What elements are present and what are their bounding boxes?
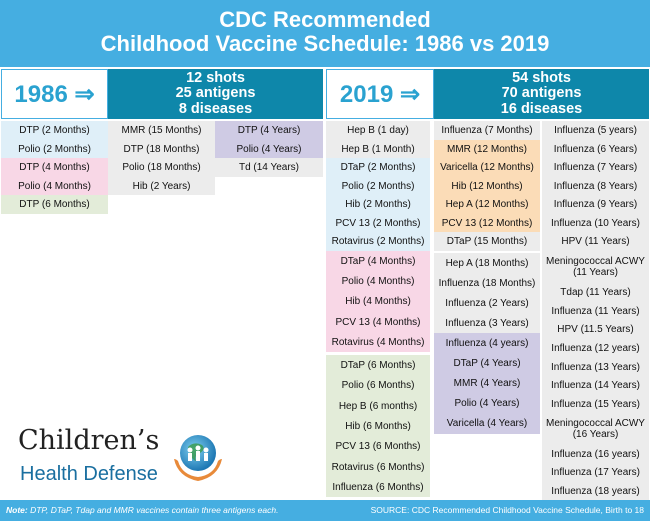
vaccine-cell: Tdap (11 Years) [542,283,649,302]
shots-1986: 12 shots [186,69,245,86]
vaccine-cell: Hep B (6 months) [326,396,430,416]
vaccine-cell: Influenza (4 years) [434,333,540,353]
note-text: DTP, DTaP, Tdap and MMR vaccines contain… [27,505,279,515]
vaccine-cell: Rotavirus (4 Months) [326,332,430,352]
vaccine-cell: Influenza (11 Years) [542,302,649,320]
title-line-2: Childhood Vaccine Schedule: 1986 vs 2019 [100,31,550,56]
stats-1986: 12 shots 25 antigens 8 diseases [108,69,323,119]
vaccine-cell: Influenza (3 Years) [434,313,540,333]
vaccine-cell: Meningococcal ACWY (16 Years) [542,413,649,445]
vaccine-cell: PCV 13 (6 Months) [326,436,430,457]
vaccine-cell: Influenza (17 Years) [542,463,649,482]
vaccine-cell: Hep B (1 day) [326,121,430,140]
vaccine-cell: Influenza (7 Months) [434,121,540,140]
footer-source: SOURCE: CDC Recommended Childhood Vaccin… [370,505,644,515]
antigens-1986: 25 antigens [175,85,256,102]
vaccine-cell: Hep A (12 Months) [434,195,540,214]
vaccine-cell: Polio (6 Months) [326,375,430,396]
vaccine-cell: Influenza (7 Years) [542,158,649,177]
vaccine-cell: Polio (2 Months) [326,177,430,195]
vaccine-cell: DTP (2 Months) [1,121,108,140]
vaccine-cell: Influenza (16 years) [542,445,649,463]
vaccine-cell: Influenza (5 years) [542,121,649,140]
footer-note: Note: DTP, DTaP, Tdap and MMR vaccines c… [6,500,278,521]
vaccine-cell: Influenza (18 Months) [434,273,540,293]
year-2019-label: 2019 ⇒ [326,69,434,119]
vaccine-cell: Hib (4 Months) [326,291,430,312]
logo: Children’s Health Defense [18,425,318,495]
globe-hands-icon [174,435,222,481]
vaccine-cell: Hep A (18 Months) [434,253,540,273]
logo-line-2: Health Defense [20,463,158,485]
vaccine-cell: Influenza (14 Years) [542,376,649,395]
vaccine-cell: Hib (2 Months) [326,195,430,214]
title-banner: CDC Recommended Childhood Vaccine Schedu… [0,0,650,67]
vaccine-cell: Polio (18 Months) [108,158,215,177]
vaccine-cell: DTaP (6 Months) [326,355,430,375]
vaccine-cell: Influenza (2 Years) [434,293,540,313]
vaccine-cell: Hib (2 Years) [108,177,215,195]
vaccine-cell: Polio (2 Months) [1,140,108,158]
vaccine-cell: MMR (15 Months) [108,121,215,140]
vaccine-cell: Influenza (6 Years) [542,140,649,158]
logo-line-1: Children’s [18,425,160,456]
vaccine-cell: Hep B (1 Month) [326,140,430,158]
vaccine-cell: DTaP (15 Months) [434,232,540,251]
vaccine-cell: Polio (4 Months) [1,177,108,195]
vaccine-cell: Varicella (4 Years) [434,413,540,434]
vaccine-cell: Influenza (13 Years) [542,358,649,376]
vaccine-cell: Polio (4 Years) [215,140,323,158]
vaccine-cell: HPV (11.5 Years) [542,320,649,339]
vaccine-cell: Td (14 Years) [215,158,323,177]
diseases-1986: 8 diseases [178,100,253,117]
vaccine-cell-line: (16 Years) [572,429,619,440]
vaccine-cell: DTP (18 Months) [108,140,215,158]
vaccine-cell: Rotavirus (6 Months) [326,457,430,477]
vaccine-cell: Influenza (8 Years) [542,177,649,195]
vaccine-cell: Hib (12 Months) [434,177,540,195]
antigens-2019: 70 antigens [501,85,582,102]
note-label: Note: [6,505,28,515]
vaccine-cell: Polio (4 Years) [434,393,540,413]
year-1986-label: 1986 ⇒ [1,69,108,119]
vaccine-cell: DTP (6 Months) [1,195,108,214]
vaccine-cell: Influenza (6 Months) [326,477,430,497]
vaccine-cell: DTP (4 Months) [1,158,108,177]
vaccine-cell: DTaP (2 Months) [326,158,430,177]
vaccine-cell: PCV 13 (2 Months) [326,214,430,232]
vaccine-cell-line: Meningococcal ACWY [546,256,645,267]
footer: Note: DTP, DTaP, Tdap and MMR vaccines c… [0,500,650,521]
vaccine-cell: Hib (6 Months) [326,416,430,436]
title-line-1: CDC Recommended [219,7,431,32]
vaccine-cell: Varicella (12 Months) [434,158,540,177]
vaccine-cell: Rotavirus (2 Months) [326,232,430,251]
vaccine-cell: PCV 13 (4 Months) [326,312,430,332]
vaccine-cell-line: Meningococcal ACWY [546,418,645,429]
vaccine-cell: MMR (12 Months) [434,140,540,158]
vaccine-cell: Influenza (15 Years) [542,395,649,413]
vaccine-cell: Polio (4 Months) [326,271,430,291]
shots-2019: 54 shots [512,69,571,86]
vaccine-cell: DTP (4 Years) [215,121,323,140]
vaccine-cell-line: (11 Years) [573,267,618,278]
vaccine-cell: Meningococcal ACWY (11 Years) [542,251,649,283]
diseases-2019: 16 diseases [500,100,583,117]
vaccine-cell: Influenza (9 Years) [542,195,649,214]
vaccine-cell: MMR (4 Years) [434,373,540,393]
vaccine-cell: HPV (11 Years) [542,232,649,251]
vaccine-cell: PCV 13 (12 Months) [434,214,540,232]
vaccine-cell: Influenza (12 years) [542,339,649,358]
stats-2019: 54 shots 70 antigens 16 diseases [434,69,649,119]
vaccine-cell: DTaP (4 Years) [434,353,540,373]
vaccine-cell: Influenza (10 Years) [542,214,649,232]
vaccine-cell: DTaP (4 Months) [326,251,430,271]
vaccine-cell: Influenza (18 years) [542,482,649,500]
